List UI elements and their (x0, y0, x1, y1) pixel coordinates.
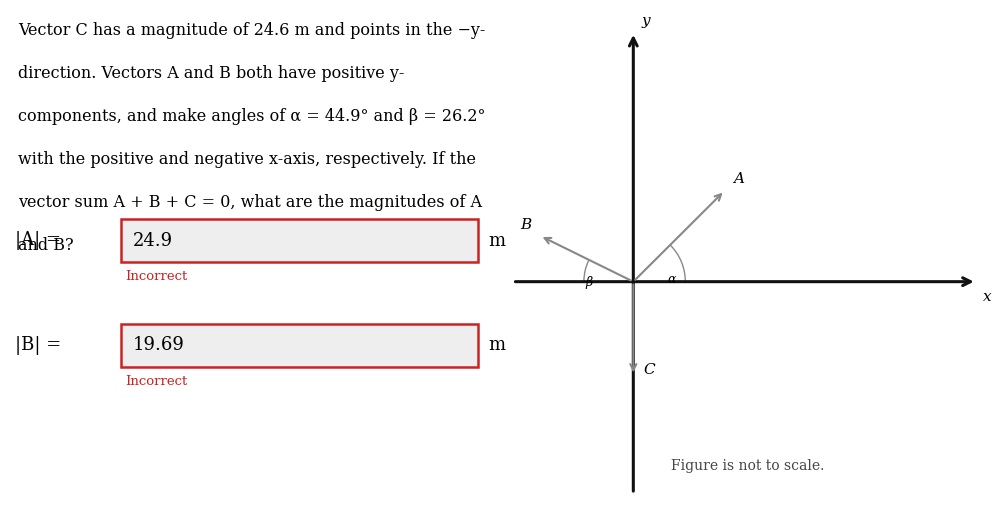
Text: 19.69: 19.69 (133, 337, 184, 355)
Bar (121, 219, 479, 262)
Text: m: m (489, 231, 505, 249)
Text: B: B (520, 218, 531, 231)
Text: α: α (668, 274, 676, 286)
Text: x: x (983, 290, 991, 304)
Text: components, and make angles of α = 44.9° and β = 26.2°: components, and make angles of α = 44.9°… (18, 108, 486, 125)
Text: A: A (733, 172, 744, 187)
Text: Figure is not to scale.: Figure is not to scale. (671, 459, 825, 473)
Text: y: y (642, 14, 650, 28)
Text: vector sum A + B + C = 0, what are the magnitudes of A: vector sum A + B + C = 0, what are the m… (18, 194, 483, 211)
Text: and B?: and B? (18, 237, 74, 254)
Text: with the positive and negative x-axis, respectively. If the: with the positive and negative x-axis, r… (18, 151, 477, 168)
Text: |B| =: |B| = (15, 336, 62, 355)
Text: β: β (585, 276, 592, 289)
Text: 24.9: 24.9 (133, 231, 173, 249)
Text: |A| =: |A| = (15, 231, 61, 250)
Text: m: m (489, 337, 505, 355)
Text: C: C (644, 363, 655, 377)
Text: Incorrect: Incorrect (125, 375, 187, 388)
Bar (121, 324, 479, 367)
Text: direction. Vectors A and B both have positive y-: direction. Vectors A and B both have pos… (18, 65, 405, 82)
Text: Incorrect: Incorrect (125, 270, 187, 283)
Text: Vector C has a magnitude of 24.6 m and points in the −y-: Vector C has a magnitude of 24.6 m and p… (18, 22, 486, 39)
